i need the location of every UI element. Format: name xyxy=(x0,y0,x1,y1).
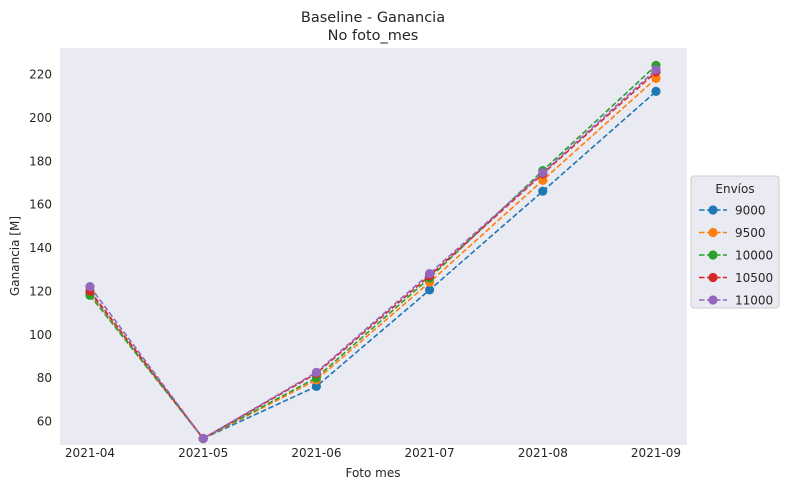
legend-marker xyxy=(708,295,718,305)
y-tick-label: 120 xyxy=(29,284,52,298)
series-line xyxy=(89,71,657,440)
legend-marker xyxy=(708,272,718,283)
chart-title: Baseline - Ganancia xyxy=(301,10,445,26)
data-point xyxy=(651,65,661,75)
legend-item-10000: 10000 xyxy=(699,249,773,263)
data-point xyxy=(85,282,95,292)
data-point xyxy=(425,285,435,295)
x-tick-label: 2021-08 xyxy=(518,446,568,460)
y-axis-label: Ganancia [M] xyxy=(8,216,22,296)
plot-area: 60 80 100 120 140 160 180 200 220 2021-04 2021-05 2… xyxy=(29,48,687,460)
data-point xyxy=(538,186,548,196)
legend-item-9500: 9500 xyxy=(699,226,766,240)
legend-label: 11000 xyxy=(735,294,773,308)
legend-item-9000: 9000 xyxy=(699,204,766,218)
legend-item-10500: 10500 xyxy=(699,271,773,285)
data-point xyxy=(198,433,208,444)
y-tick-label: 180 xyxy=(29,154,52,168)
data-point xyxy=(538,175,548,185)
x-tick-label: 2021-05 xyxy=(178,446,228,460)
series-11000 xyxy=(85,65,661,444)
data-point xyxy=(311,381,321,392)
y-tick-label: 80 xyxy=(37,371,52,385)
series-line xyxy=(89,69,657,440)
y-tick-label: 220 xyxy=(29,68,52,82)
data-point xyxy=(425,269,435,279)
data-point xyxy=(538,168,548,178)
legend-label: 10500 xyxy=(735,271,773,285)
y-tick-label: 140 xyxy=(29,241,52,255)
legend-label: 10000 xyxy=(735,249,773,263)
x-axis-label: Foto mes xyxy=(345,466,400,480)
legend-item-11000: 11000 xyxy=(699,294,773,308)
x-tick-label: 2021-06 xyxy=(291,446,341,460)
legend: Envíos 9000 9500 10000 10500 11000 xyxy=(690,175,780,309)
data-point xyxy=(651,73,661,83)
chart-subtitle: No foto_mes xyxy=(328,28,419,44)
y-tick-label: 60 xyxy=(37,415,52,429)
y-tick-label: 100 xyxy=(29,328,52,342)
data-point xyxy=(651,86,661,96)
x-tick-label: 2021-07 xyxy=(405,446,455,460)
x-tick-label: 2021-04 xyxy=(65,446,115,460)
data-point xyxy=(311,367,321,377)
x-tick-label: 2021-09 xyxy=(631,446,681,460)
legend-label: 9000 xyxy=(735,204,766,218)
y-tick-label: 160 xyxy=(29,198,52,212)
legend-label: 9500 xyxy=(735,226,766,240)
legend-title: Envíos xyxy=(715,182,754,196)
plot-background xyxy=(60,48,687,445)
legend-marker xyxy=(708,227,718,238)
legend-marker xyxy=(708,205,718,215)
y-tick-label: 200 xyxy=(29,111,52,125)
legend-marker xyxy=(708,250,718,260)
